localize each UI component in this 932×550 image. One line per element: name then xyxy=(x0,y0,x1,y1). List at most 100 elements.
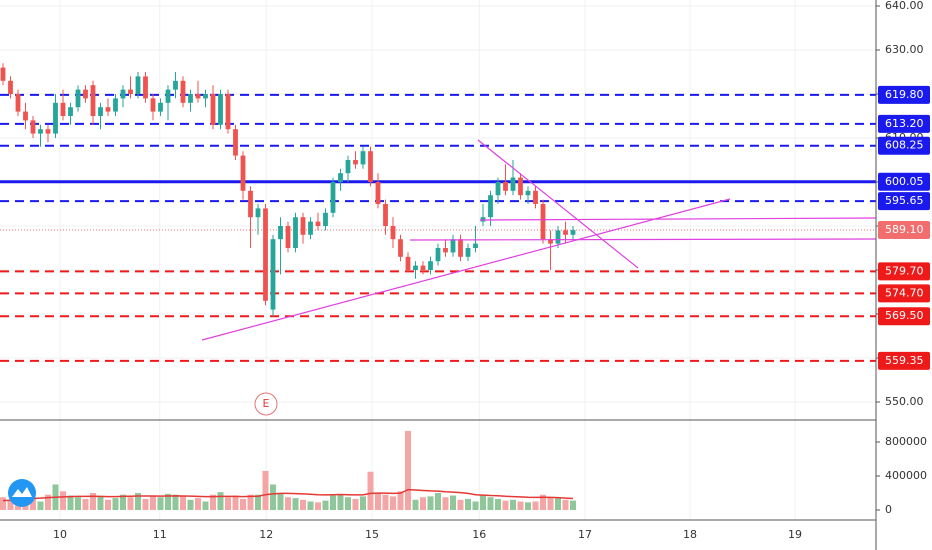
candle-body xyxy=(488,195,493,218)
candle-body xyxy=(450,239,456,253)
price-level-box xyxy=(878,114,930,133)
volume-bar xyxy=(67,495,74,510)
volume-bar xyxy=(180,496,186,510)
candle-body xyxy=(240,155,246,191)
volume-bar xyxy=(285,497,291,510)
volume-bar xyxy=(322,500,329,510)
candle-body xyxy=(165,89,171,103)
candle-body xyxy=(383,204,388,226)
candle-body xyxy=(563,230,568,235)
volume-pane xyxy=(0,430,576,510)
candle-body xyxy=(555,230,561,244)
volume-bar xyxy=(60,491,66,510)
candle-body xyxy=(263,208,268,301)
volume-bar xyxy=(37,501,44,510)
volume-tick-label: 400000 xyxy=(885,469,927,482)
price-level-label: 595.65 xyxy=(885,194,924,207)
candle-body xyxy=(285,226,291,248)
candle-body xyxy=(443,248,448,253)
volume-bar xyxy=(172,494,179,510)
volume-bar xyxy=(142,498,149,510)
price-level-label: 569.50 xyxy=(885,309,924,322)
volume-ma-line xyxy=(2,488,574,502)
volume-bar xyxy=(450,495,456,510)
volume-bar xyxy=(510,499,516,510)
volume-bar xyxy=(292,498,299,510)
axes: 1011121516171819550.00560.00570.00580.00… xyxy=(53,0,930,541)
volume-bar xyxy=(120,494,126,510)
trend-line xyxy=(201,198,731,341)
x-tick-label: 16 xyxy=(472,528,486,541)
y-tick-label: 630.00 xyxy=(885,43,924,56)
logo-icon xyxy=(12,487,32,497)
candle-body xyxy=(248,190,253,218)
candle-body xyxy=(30,120,36,134)
candle-body xyxy=(308,221,313,235)
trend-lines xyxy=(201,139,877,341)
x-tick-label: 17 xyxy=(578,528,592,541)
candle-body xyxy=(570,229,576,235)
candle-body xyxy=(53,102,58,134)
price-level-label: 589.10 xyxy=(885,223,924,236)
logo[interactable] xyxy=(8,479,36,507)
candle-body xyxy=(180,80,186,103)
volume-bar xyxy=(412,499,419,510)
candle-body xyxy=(398,239,403,257)
price-level-box xyxy=(878,262,930,281)
candle-body xyxy=(23,111,28,121)
volume-bar xyxy=(502,500,509,510)
candle-body xyxy=(150,98,156,112)
earnings-marker[interactable] xyxy=(254,392,278,416)
volume-bar xyxy=(555,498,561,510)
volume-bar xyxy=(367,471,374,510)
candle-body xyxy=(435,248,441,262)
x-tick-label: 15 xyxy=(365,528,379,541)
candle-body xyxy=(128,89,133,94)
volume-bar xyxy=(157,497,164,510)
candle-body xyxy=(315,221,321,226)
volume-bar xyxy=(225,497,231,510)
volume-bar xyxy=(495,498,501,510)
candle-body xyxy=(203,94,208,99)
volume-bar xyxy=(202,501,209,510)
candle-body xyxy=(503,182,508,191)
volume-bar xyxy=(345,497,351,510)
volume-bar xyxy=(0,497,6,510)
earnings-label: E xyxy=(263,397,270,410)
volume-tick-label: 800000 xyxy=(885,435,927,448)
volume-bar xyxy=(540,494,546,510)
candle-body xyxy=(353,160,358,165)
price-level-label: 559.35 xyxy=(885,354,924,367)
volume-bar xyxy=(375,492,381,510)
volume-bar xyxy=(150,495,156,510)
candle-body xyxy=(338,173,343,182)
trend-line xyxy=(479,217,877,221)
candle-body xyxy=(458,239,463,257)
candle-body xyxy=(15,94,21,112)
candle-body xyxy=(330,182,336,213)
candle-body xyxy=(428,261,433,270)
candle-body xyxy=(120,89,126,99)
volume-bar xyxy=(487,497,494,510)
candle-body xyxy=(113,98,118,112)
price-level-label: 574.70 xyxy=(885,286,924,299)
volume-bar xyxy=(405,430,411,510)
volume-bar xyxy=(420,497,426,510)
y-tick-label: 640.00 xyxy=(885,0,924,12)
volume-bar xyxy=(187,499,194,510)
volume-bar xyxy=(217,492,224,510)
x-tick-label: 19 xyxy=(788,528,802,541)
volume-bar xyxy=(532,501,539,510)
candle-body xyxy=(510,177,516,191)
price-level-box xyxy=(878,284,930,303)
volume-bar xyxy=(195,498,201,510)
volume-bar xyxy=(390,496,396,510)
candle-body xyxy=(233,129,238,156)
volume-bar xyxy=(30,497,36,510)
volume-bar xyxy=(45,494,51,510)
volume-bar xyxy=(232,495,239,510)
volume-bar xyxy=(255,494,261,510)
volume-bar xyxy=(127,497,134,510)
price-level-box xyxy=(878,136,930,155)
candle-body xyxy=(98,107,103,116)
